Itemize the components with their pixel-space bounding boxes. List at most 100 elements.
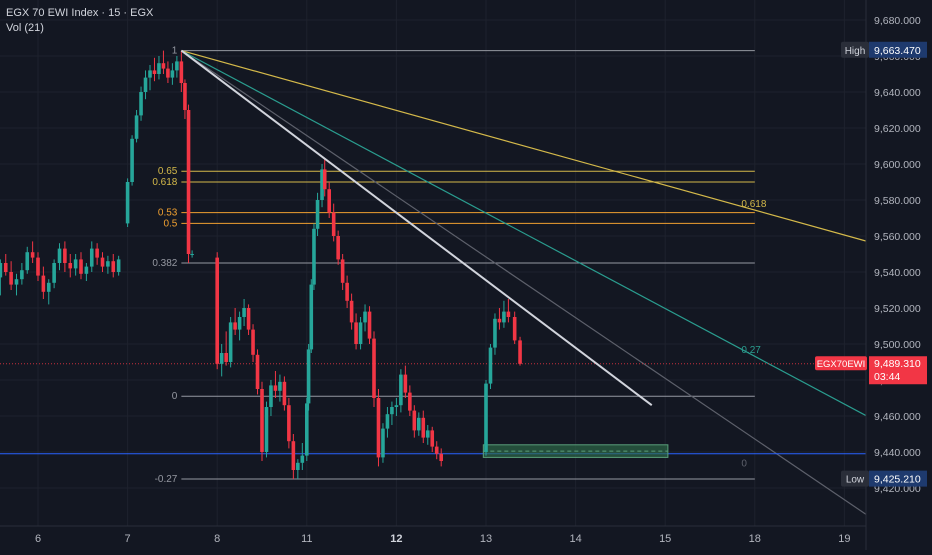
candle-body [186,110,191,254]
candle-body [79,259,83,274]
candle-body [340,259,345,283]
time-axis[interactable]: 6 7 8 11 12 13 14 15 18 19 [0,525,866,545]
candle-body [95,248,99,258]
candle [41,266,46,299]
candle-body [175,61,179,71]
candle-body [215,257,219,364]
candle-body [439,453,443,461]
candle-body [30,252,35,258]
candle [260,381,264,461]
price-axis-background [866,0,932,550]
fib-retracement[interactable]: 1 0.650.618 0.530.5 0.382 0 -0.27 [152,46,755,485]
fan-line[interactable] [181,50,881,424]
candle-body [46,282,51,292]
candle [179,50,184,92]
candle-body [260,389,264,452]
candle-body [320,169,324,200]
candle [25,246,30,274]
candle-body [372,338,376,398]
trend-line-segment[interactable] [180,49,653,406]
candle-body [228,322,233,362]
candle [224,331,228,366]
candle-body [345,282,349,301]
candle [493,313,497,355]
candle-body [309,284,314,350]
candle [296,459,300,479]
fib-fan-lines[interactable]: 0.618 0.27 0 [181,50,881,525]
candle-body [148,70,152,78]
fan-line[interactable] [181,50,881,246]
candle-body [367,311,372,339]
price-tick-label: 9,520.000 [874,303,921,315]
low-value: 9,425.210 [874,474,921,486]
candle-body [14,279,19,285]
time-tick-label: 13 [480,533,492,545]
candle [327,182,331,218]
candle-body [331,212,336,236]
candle-body [170,70,175,78]
candle [425,425,430,445]
candle-body [390,407,394,415]
price-axis[interactable]: 9,680.0009,660.0009,640.0009,620.0009,60… [865,0,932,550]
chart-legend: EGX 70 EWI Index · 15 · EGX Vol (21) [6,6,153,36]
candle [385,407,390,438]
candle-body [287,405,291,442]
volume-indicator[interactable]: Vol (21) [6,22,44,34]
fan-line[interactable] [181,50,881,525]
candle-body [246,308,251,330]
candle [309,279,314,353]
candle-body [255,354,260,389]
trend-line[interactable] [180,49,653,406]
candle-body [502,311,506,323]
candle-body [493,318,497,348]
candle-body [296,462,300,470]
time-tick-label: 7 [125,533,131,545]
low-value-tag [869,470,927,487]
candle [372,331,376,407]
fib-level-label: 0 [172,391,178,402]
candle-body [506,311,511,317]
candle [412,405,417,438]
candle-body [264,407,269,452]
price-tick-label: 9,580.000 [874,195,921,207]
bar-countdown: 03:44 [874,371,900,383]
rectangle-drawing[interactable] [482,444,669,458]
candle [421,410,426,443]
candle-body [300,455,305,463]
fib-level-label: -0.27 [155,474,178,485]
candle [0,259,3,296]
candle-body [354,322,358,344]
last-price-value: 9,489.310 [874,358,921,370]
candle [63,241,67,272]
candle [278,374,282,402]
time-tick-label: 18 [749,533,761,545]
candle-body [0,263,3,278]
candle-body [412,410,417,431]
high-value: 9,663.470 [874,45,921,57]
time-tick-label: 19 [838,533,850,545]
candle [497,308,502,330]
last-price-tag [869,356,927,385]
candle-body [41,275,46,292]
candle-body [52,263,56,283]
candle-body [25,252,30,271]
symbol-title[interactable]: EGX 70 EWI Index · 15 · EGX [6,7,154,19]
time-tick-label: 6 [35,533,41,545]
time-tick-label: 11 [301,533,312,545]
candle-body [125,182,130,224]
candle-body [282,381,287,406]
candle [273,371,278,398]
candle-body [242,308,246,317]
candle [518,336,522,366]
candle-body [219,353,224,364]
candle [434,441,439,460]
candle [390,401,394,425]
high-tag [841,41,869,58]
candle-body [89,248,94,267]
horizontal-lines[interactable] [0,363,866,455]
candle-body [363,311,367,323]
candle [287,398,291,449]
low-tag [841,470,869,487]
